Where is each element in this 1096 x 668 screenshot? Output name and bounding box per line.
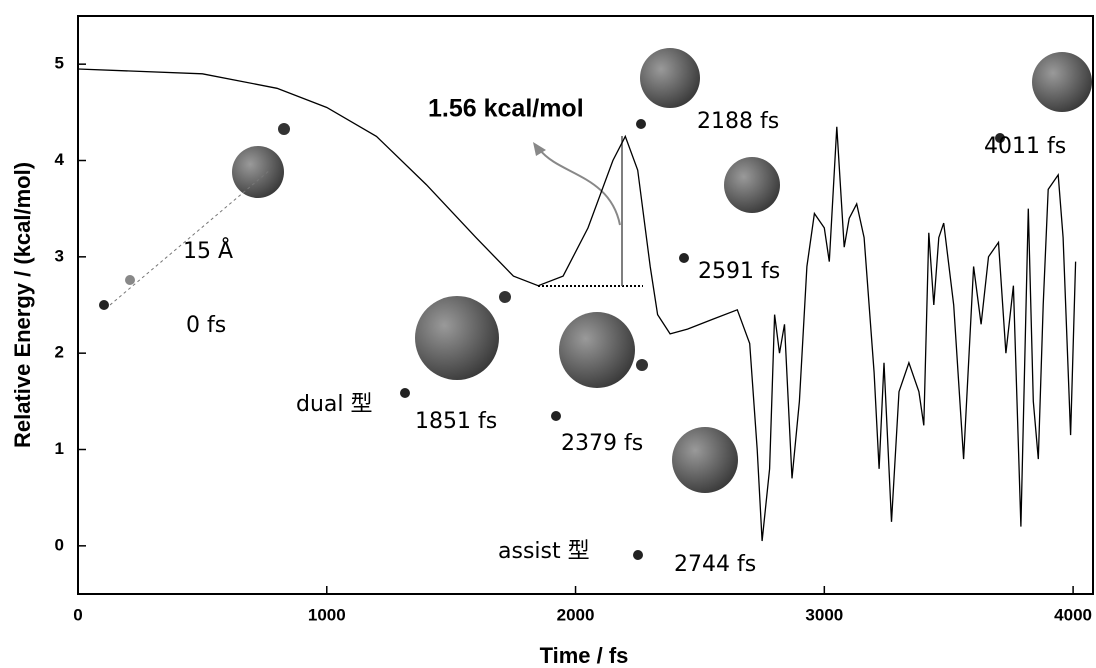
barrier-marker	[533, 136, 643, 286]
annotation: 2379 fs	[561, 431, 643, 456]
annotation: 0 fs	[186, 313, 226, 338]
y-tick-label: 5	[55, 54, 64, 73]
y-tick-label: 3	[55, 246, 64, 265]
plot-frame	[78, 16, 1093, 594]
y-tick-label: 2	[55, 343, 64, 362]
annotation: 2744 fs	[674, 552, 756, 577]
annotation: 1.56 kcal/mol	[428, 95, 584, 123]
chart: 15 Å 0 fs dual 型 1851 fs 2379 fs assist …	[0, 0, 1096, 668]
annotation: 1851 fs	[415, 409, 497, 434]
y-tick-label: 4	[55, 150, 65, 169]
annotation: 2591 fs	[698, 259, 780, 284]
molecule-images	[99, 48, 1092, 560]
x-tick-label: 0	[73, 605, 82, 624]
annotation: 2188 fs	[697, 109, 779, 134]
x-tick-label: 1000	[308, 605, 346, 624]
y-tick-label: 0	[55, 535, 64, 554]
annotation: 15 Å	[183, 237, 233, 264]
x-tick-label: 2000	[557, 605, 595, 624]
annotation: dual 型	[296, 392, 373, 417]
annotation: 4011 fs	[984, 134, 1066, 159]
annotation: assist 型	[498, 539, 590, 564]
y-tick-label: 1	[55, 439, 64, 458]
y-axis-label: Relative Energy / (kcal/mol)	[10, 162, 35, 448]
x-tick-label: 4000	[1054, 605, 1092, 624]
x-axis-label: Time / fs	[540, 643, 629, 668]
x-tick-label: 3000	[805, 605, 843, 624]
data-line	[78, 69, 1076, 541]
